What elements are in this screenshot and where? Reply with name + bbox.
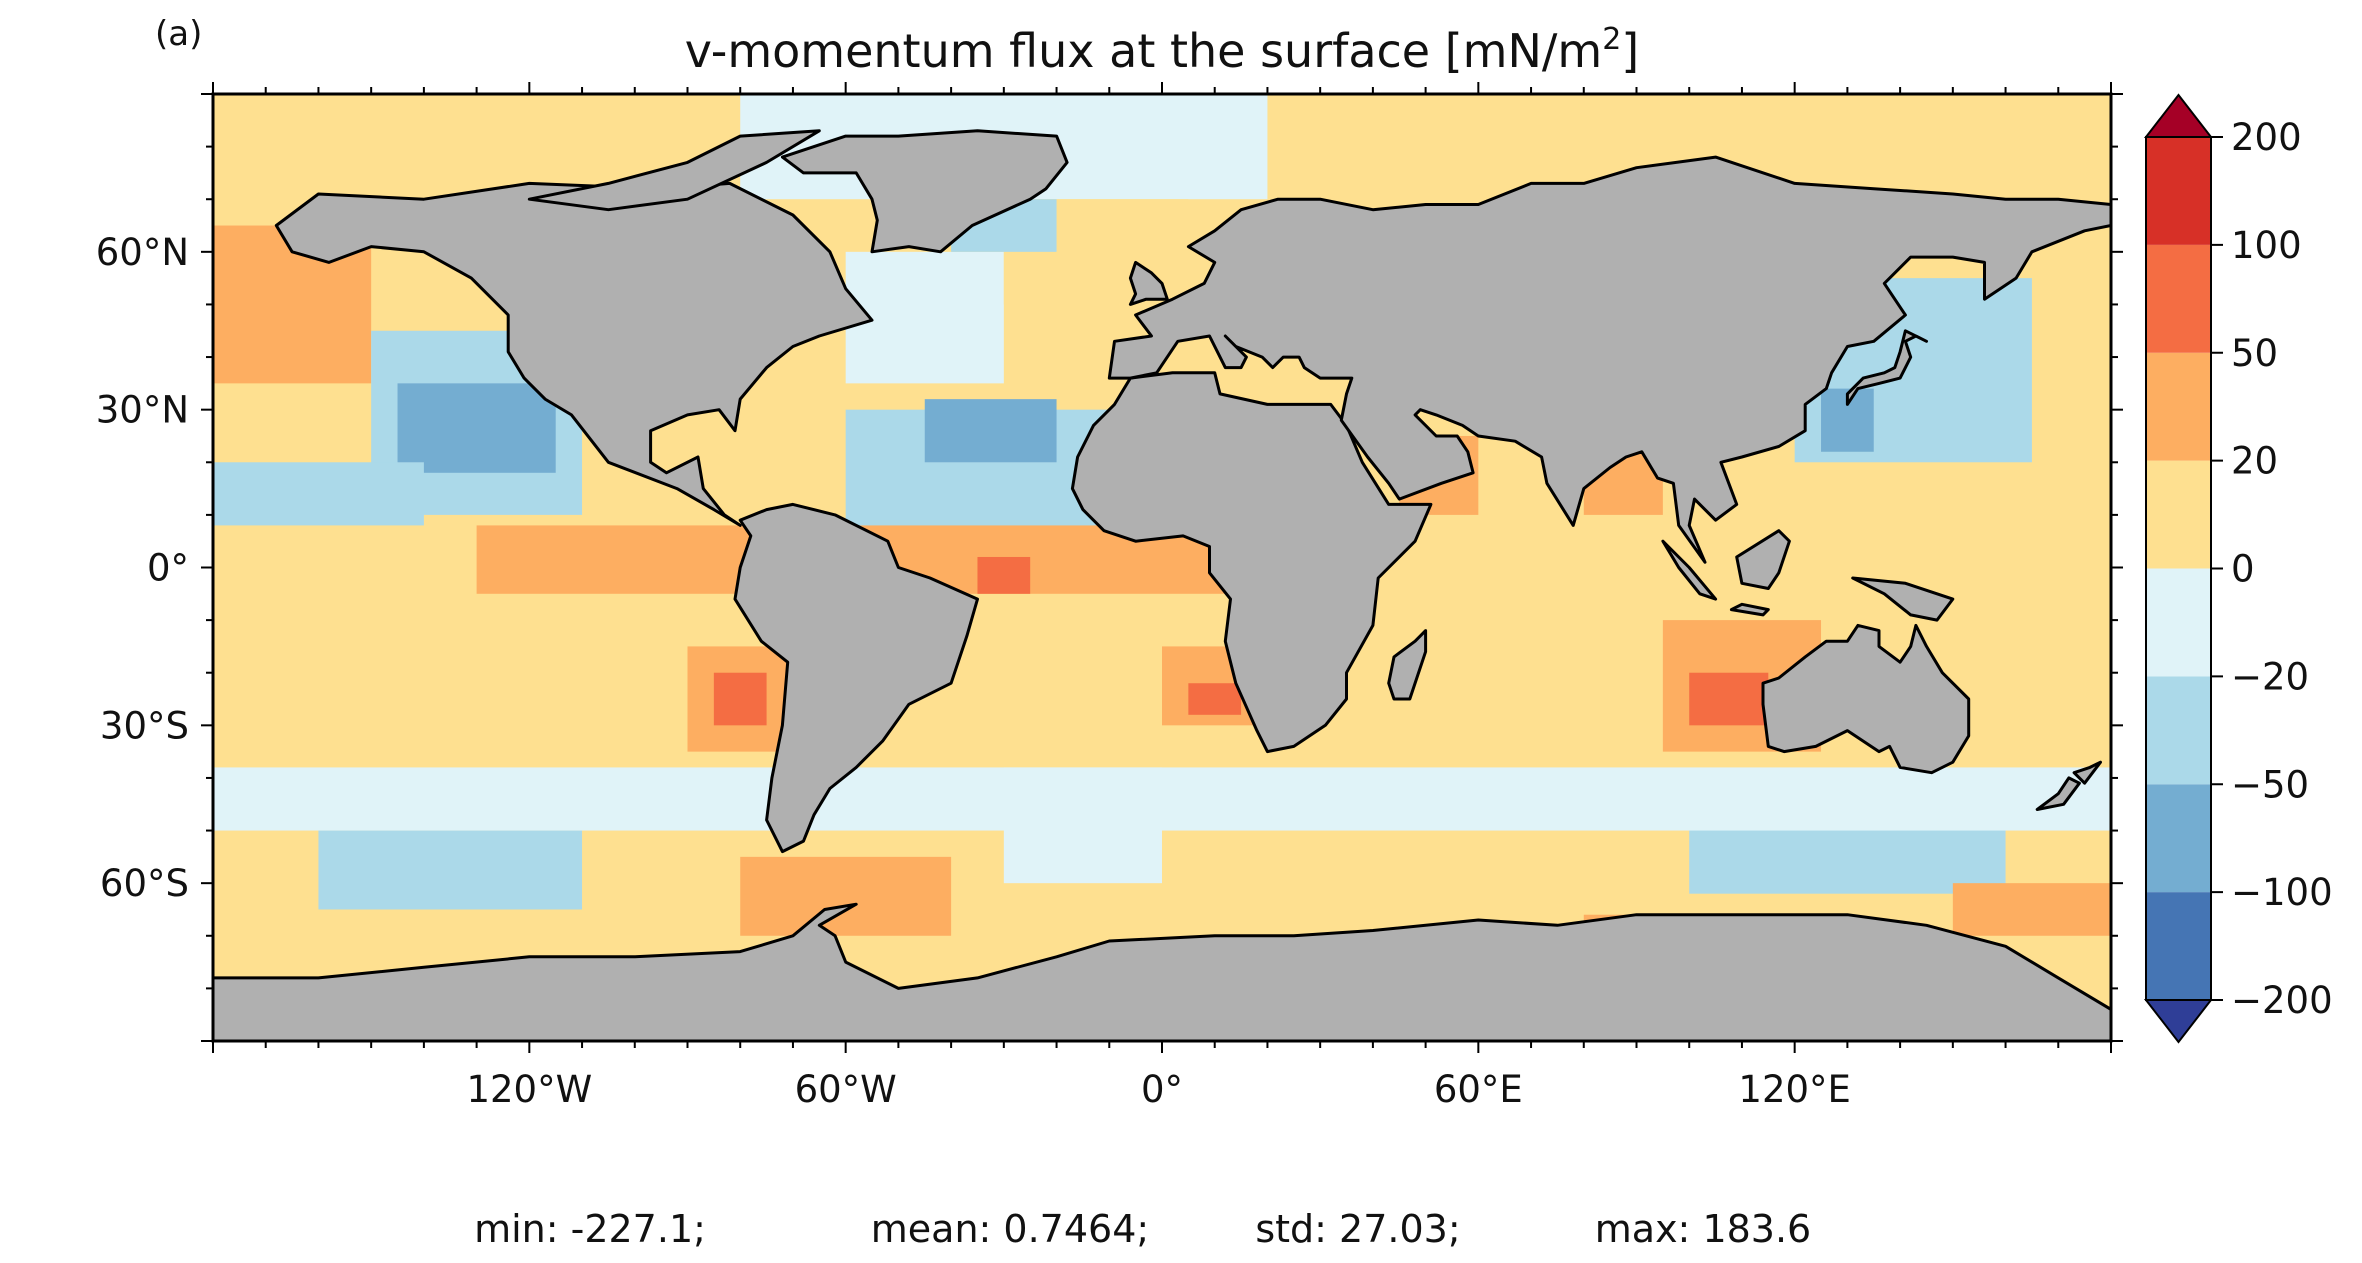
heatmap-cell	[397, 383, 556, 473]
heatmap-cell	[845, 251, 1004, 384]
y-tick-label: 30°S	[100, 704, 189, 747]
heatmap-cell	[740, 856, 952, 936]
colorbar-tick-label: −100	[2231, 871, 2333, 914]
statistics-line: min: -227.1; mean: 0.7464; std: 27.03; m…	[474, 1207, 1811, 1251]
land-polygon	[1387, 629, 1428, 701]
land-mask	[213, 129, 2111, 1041]
colorbar-extend-min	[2143, 999, 2214, 1044]
stat-min: min: -227.1;	[474, 1207, 706, 1251]
land-polygon	[1845, 329, 1928, 406]
land-polygon	[274, 181, 874, 527]
colorbar-tick-label: 50	[2231, 332, 2278, 375]
colorbar-bin	[2146, 892, 2211, 1000]
x-tick-label: 60°W	[795, 1068, 897, 1111]
land-polygon	[2072, 760, 2102, 785]
land-polygon	[780, 129, 1069, 254]
colorbar-tick-label: −50	[2231, 763, 2309, 806]
colorbar-tick-label: 0	[2231, 548, 2255, 591]
chart-title-main: v-momentum flux at the surface [mN/m	[685, 24, 1602, 78]
y-tick-label: 60°S	[100, 862, 189, 905]
x-tick-label: 120°W	[466, 1068, 592, 1111]
heatmap-cell	[1689, 672, 1769, 726]
colorbar-bin	[2146, 137, 2211, 245]
heatmap-cell	[213, 462, 424, 526]
land-polygon	[1070, 371, 1433, 754]
chart-title-suffix: ]	[1621, 24, 1639, 78]
colorbar-tick-label: −200	[2231, 979, 2333, 1022]
land-polygon	[733, 502, 979, 854]
heatmap-cell	[713, 672, 767, 726]
y-axis: 60°N 30°N 0° 30°S 60°S	[96, 93, 2123, 1042]
x-tick-label: 60°E	[1434, 1068, 1523, 1111]
heatmap-cell	[318, 830, 583, 910]
y-tick-label: 60°N	[96, 231, 189, 274]
colorbar-bin	[2146, 784, 2211, 893]
colorbar-tick-label: 100	[2231, 224, 2302, 267]
x-axis: 120°W 60°W 0° 60°E 120°E	[212, 82, 2112, 1111]
land-polygon	[1851, 576, 1955, 622]
colorbar-bin	[2146, 460, 2211, 569]
land-polygon	[1107, 155, 2111, 564]
heatmap-cell	[924, 399, 1057, 463]
chart-title-superscript: 2	[1602, 22, 1621, 57]
x-tick-label: 120°E	[1738, 1068, 1851, 1111]
colorbar-bin	[2146, 676, 2211, 785]
colorbar-tick-label: 200	[2231, 116, 2302, 159]
chart-title: v-momentum flux at the surface [mN/m2]	[685, 22, 1640, 78]
stat-std: std: 27.03;	[1255, 1207, 1460, 1251]
x-tick-label: 0°	[1141, 1068, 1183, 1111]
land-polygon	[2035, 776, 2081, 811]
y-tick-label: 0°	[147, 547, 189, 590]
land-polygon	[213, 902, 2111, 1041]
colorbar-bin	[2146, 568, 2211, 677]
panel-label: (a)	[155, 14, 202, 54]
heatmap-cell	[1188, 683, 1242, 715]
stat-mean: mean: 0.7464;	[871, 1207, 1149, 1251]
land-polygon	[1735, 529, 1791, 590]
heatmap-cell	[1952, 883, 2111, 936]
colorbar-extend-max	[2143, 93, 2214, 138]
land-polygon	[1761, 623, 1971, 775]
land-polygon	[1128, 260, 1169, 306]
stat-max: max: 183.6	[1595, 1207, 1811, 1251]
colorbar-tick-label: 20	[2231, 440, 2278, 483]
heatmap-cell	[977, 556, 1031, 594]
land-polygon	[527, 129, 821, 212]
heatmap-cell	[213, 767, 2111, 831]
colorbar-bin	[2146, 352, 2211, 461]
y-tick-label: 30°N	[96, 389, 189, 432]
colorbar-bin	[2146, 244, 2211, 353]
land-polygon	[1661, 539, 1718, 601]
colorbar-tick-label: −20	[2231, 655, 2309, 698]
land-polygon	[1729, 602, 1770, 617]
